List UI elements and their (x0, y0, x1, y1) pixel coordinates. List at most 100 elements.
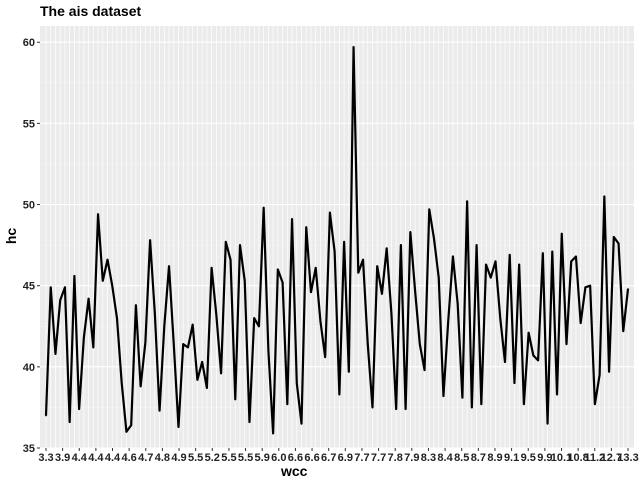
data-point (537, 359, 539, 362)
data-point (404, 408, 407, 410)
data-point (338, 393, 341, 396)
data-point (366, 343, 369, 345)
x-tick-label: 7.8 (388, 452, 403, 464)
data-point (135, 304, 137, 306)
data-point (196, 379, 199, 381)
data-point (371, 406, 374, 409)
data-point (248, 421, 251, 423)
data-point (414, 289, 416, 292)
x-tick-label: 4.4 (88, 452, 104, 464)
x-tick-label: 6.0 (271, 452, 286, 464)
x-tick-label: 5.2 (205, 452, 220, 464)
grid-lines (40, 26, 634, 449)
data-point (452, 255, 454, 258)
data-point (253, 317, 255, 319)
data-point (546, 422, 549, 425)
data-point (461, 396, 464, 399)
x-tick-label: 6.6 (288, 452, 303, 464)
data-point (494, 260, 497, 263)
y-tick-label: 55 (23, 118, 35, 130)
data-point (622, 330, 625, 332)
data-point (277, 268, 279, 271)
data-point (281, 281, 284, 284)
x-axis-title: wcc (280, 463, 308, 479)
data-point (428, 208, 431, 211)
data-point (489, 276, 492, 279)
data-point (172, 343, 175, 345)
data-point (229, 258, 232, 261)
data-point (532, 354, 535, 357)
data-point (158, 409, 161, 412)
x-tick-label: 6.6 (304, 452, 319, 464)
y-tick-label: 60 (23, 37, 35, 49)
data-point (73, 275, 76, 277)
data-point (210, 267, 213, 269)
x-tick-label: 5.5 (221, 452, 236, 464)
data-point (163, 325, 166, 328)
x-tick-label: 7.7 (354, 452, 369, 464)
x-tick-label: 7.7 (371, 452, 386, 464)
data-point (78, 408, 80, 410)
x-tick-label: 10.1 (551, 452, 572, 464)
data-point (191, 323, 194, 326)
data-point (206, 387, 208, 389)
data-point (579, 322, 582, 324)
x-tick-label: 4.7 (138, 452, 153, 464)
data-point (395, 408, 397, 410)
data-point (475, 244, 478, 246)
x-tick-label: 5.9 (255, 452, 270, 464)
data-point (570, 260, 573, 263)
data-point (286, 403, 289, 405)
data-point (120, 382, 123, 384)
data-point (154, 312, 156, 315)
data-point (168, 265, 170, 268)
data-point (400, 244, 402, 246)
data-point (409, 231, 412, 233)
data-point (343, 241, 345, 243)
data-point (584, 286, 587, 289)
data-point (215, 314, 218, 316)
data-point (565, 343, 568, 345)
data-points (45, 46, 629, 435)
data-point (116, 317, 118, 319)
x-tick-label: 3.9 (55, 452, 70, 464)
x-tick-label: 6.9 (338, 452, 353, 464)
data-point (423, 369, 426, 371)
data-point (262, 206, 265, 209)
y-tick-label: 45 (23, 281, 35, 293)
x-tick-label: 11.2 (584, 452, 605, 464)
data-point (101, 280, 104, 282)
data-point (419, 343, 421, 345)
x-tick-label: 8.4 (437, 452, 453, 464)
data-point (49, 286, 52, 289)
data-point (239, 244, 241, 246)
data-point (267, 349, 270, 352)
data-point (92, 346, 95, 349)
x-tick-label: 5.5 (238, 452, 253, 464)
data-point (376, 265, 379, 268)
data-point (139, 385, 142, 388)
x-axis-ticks: 3.3 3.9 4.4 4.4 4.4 4.6 4.7 4.8 4.9 5.5 5.2 5.5 5.5 5… (38, 448, 639, 464)
data-point (333, 250, 336, 253)
x-tick-label: 9.1 (504, 452, 519, 464)
x-tick-label: 8.7 (471, 452, 486, 464)
data-point (130, 424, 132, 427)
data-point (390, 312, 393, 315)
data-point (385, 247, 388, 250)
data-point (598, 374, 601, 376)
data-point (314, 267, 317, 269)
data-point (348, 370, 350, 373)
data-point (258, 325, 260, 328)
data-point (589, 284, 591, 287)
x-tick-label: 3.3 (38, 452, 53, 464)
y-axis-title: hc (3, 228, 19, 245)
data-point (324, 356, 326, 358)
data-point (617, 242, 620, 245)
data-point (177, 426, 180, 428)
x-tick-label: 12.7 (601, 452, 622, 464)
data-point (125, 430, 128, 433)
series-line (44, 46, 630, 435)
x-tick-label: 4.8 (155, 452, 170, 464)
data-point (556, 393, 558, 396)
data-point (518, 263, 520, 266)
